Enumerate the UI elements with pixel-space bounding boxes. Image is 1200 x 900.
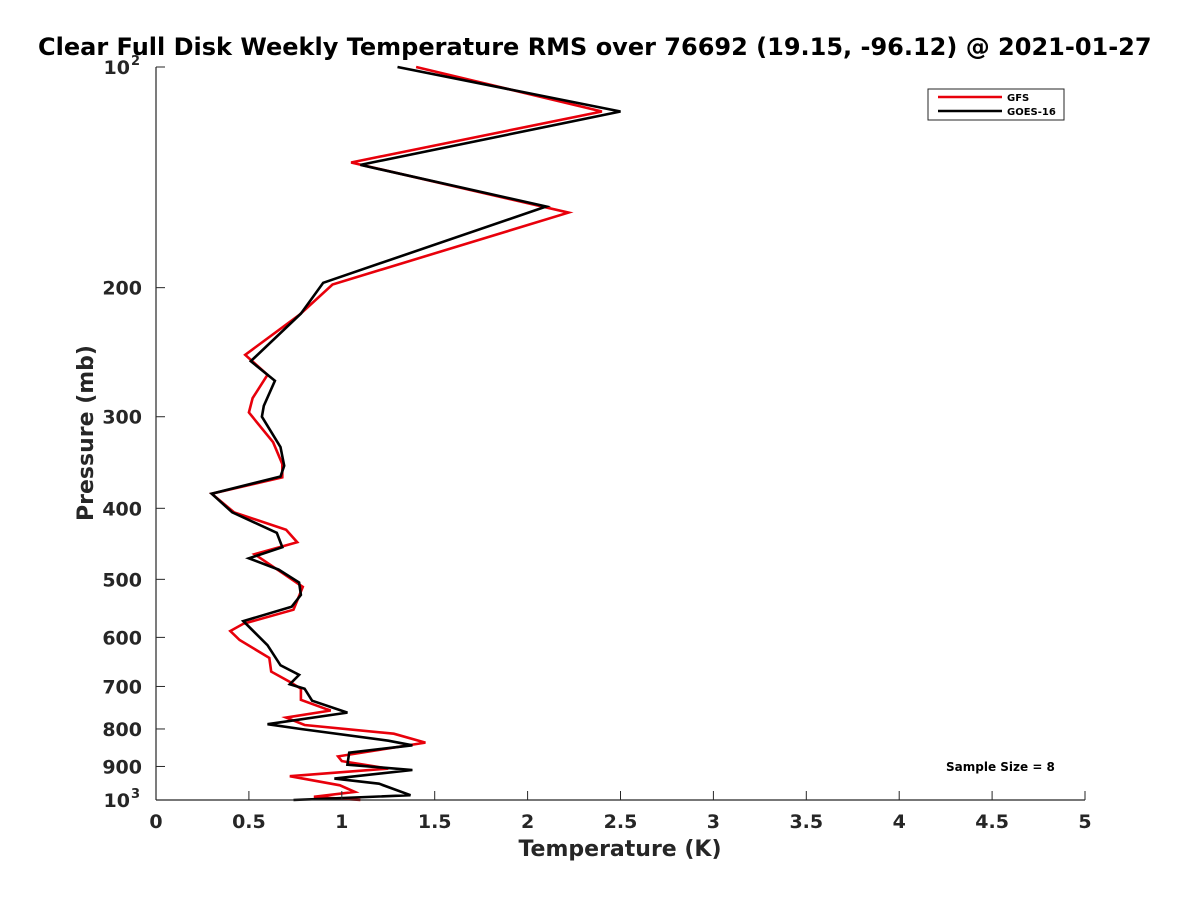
y-tick-label: 400 [102, 498, 142, 520]
y-tick-label: 700 [102, 676, 142, 698]
y-tick-label: 900 [102, 756, 142, 778]
y-axis-label: Pressure (mb) [74, 345, 99, 521]
y-tick-label: 800 [102, 719, 142, 741]
x-tick-label: 5 [1078, 811, 1091, 833]
y-tick-label: 600 [102, 627, 142, 649]
x-tick-label: 4.5 [975, 811, 1009, 833]
x-tick-label: 0.5 [232, 811, 266, 833]
x-axis-label: Temperature (K) [518, 837, 721, 862]
x-tick-label: 4 [893, 811, 906, 833]
x-tick-label: 3 [707, 811, 720, 833]
legend-box [927, 88, 1065, 121]
legend-label-gfs: GFS [1007, 93, 1029, 104]
plot-area [156, 67, 1085, 800]
y-tick-label: 500 [102, 569, 142, 591]
y-tick-label: 200 [102, 278, 142, 300]
sample-size-annotation: Sample Size = 8 [946, 760, 1055, 774]
series-line-goes16 [209, 65, 621, 802]
y-tick-exponent: 3 [131, 787, 140, 802]
x-tick-label: 0 [149, 811, 162, 833]
x-ticks: 0 0.5 1 1.5 2 2.5 3 3.5 4 4.5 5 [149, 791, 1092, 833]
series-layer [208, 65, 621, 802]
y-tick-label: 300 [102, 407, 142, 429]
x-tick-label: 1 [335, 811, 348, 833]
chart-title: Clear Full Disk Weekly Temperature RMS o… [38, 33, 1152, 61]
y-tick-exponent: 2 [131, 54, 140, 69]
x-tick-label: 2.5 [604, 811, 638, 833]
legend-label-goes16: GOES-16 [1007, 107, 1056, 118]
legend: GFS GOES-16 [927, 88, 1065, 121]
y-tick-label: 10 [104, 790, 130, 812]
x-tick-label: 1.5 [418, 811, 452, 833]
x-tick-label: 3.5 [789, 811, 823, 833]
y-tick-label: 10 [104, 57, 130, 79]
x-tick-label: 2 [521, 811, 534, 833]
